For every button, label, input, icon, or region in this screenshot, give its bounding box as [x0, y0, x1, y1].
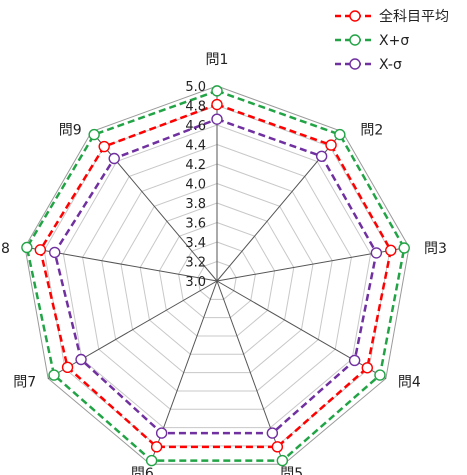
category-labels: 問1 問2 問3 問4 問5 問6 問7 問8 問9: [0, 52, 447, 475]
radial-tick-label: 4.8: [185, 100, 206, 115]
series-line: [53, 117, 378, 435]
legend-label: X-σ: [379, 57, 402, 73]
data-point: [385, 244, 397, 257]
legend-marker: [349, 58, 361, 70]
data-point: [374, 369, 386, 381]
data-point: [276, 454, 289, 467]
data-point: [370, 247, 383, 259]
data-point: [348, 354, 361, 367]
category-label: 問8: [0, 241, 10, 257]
grid-ring: [197, 260, 237, 300]
legend-item: 全科目平均: [335, 8, 449, 25]
radial-tick-label: 4.4: [185, 139, 206, 154]
legend-label: 全科目平均: [379, 8, 449, 25]
data-point: [325, 139, 337, 151]
radial-tick-label: 4.0: [185, 178, 206, 193]
data-point: [398, 242, 410, 254]
radial-tick-label: 3.2: [185, 256, 206, 271]
legend: 全科目平均 X+σ X-σ: [335, 8, 449, 73]
radial-tick-label: 3.6: [185, 217, 206, 232]
radial-tick-label: 5.0: [185, 80, 206, 95]
radial-tick-labels: 3.0 3.2 3.4 3.6 3.8 4.0 4.2 4.4 4.6 4.8 5.0: [185, 80, 206, 290]
grid-ring: [158, 221, 276, 337]
data-point: [98, 140, 110, 153]
grid-ring: [24, 85, 410, 465]
grid-ring: [120, 182, 314, 374]
series-1: [21, 85, 410, 467]
grid-ring: [101, 163, 333, 392]
legend-marker: [349, 34, 361, 46]
data-point: [75, 353, 87, 366]
series-line: [38, 103, 393, 449]
data-point: [61, 361, 74, 373]
grid-ring: [139, 202, 295, 355]
radar-series: [21, 85, 410, 467]
data-point: [108, 152, 120, 165]
data-point: [211, 85, 223, 97]
legend-label: X+σ: [379, 33, 409, 49]
data-point: [48, 369, 60, 381]
grid-ring: [178, 241, 256, 319]
series-0: [34, 98, 397, 453]
category-label: 問3: [424, 241, 447, 257]
data-point: [211, 113, 223, 125]
data-point: [315, 150, 328, 162]
radial-tick-label: 3.4: [185, 236, 206, 251]
data-point: [145, 454, 158, 467]
category-label: 問5: [280, 466, 303, 475]
category-label: 問2: [360, 123, 383, 139]
category-label: 問1: [206, 52, 229, 68]
category-label: 問6: [131, 466, 154, 475]
grid-ring: [82, 143, 352, 410]
radial-tick-label: 3.0: [185, 275, 206, 290]
series-2: [49, 113, 383, 439]
data-point: [155, 427, 168, 439]
data-point: [361, 362, 373, 374]
data-point: [271, 441, 284, 453]
category-label: 問4: [398, 375, 421, 391]
series-line: [25, 89, 406, 462]
data-point: [49, 246, 61, 259]
data-point: [21, 241, 33, 254]
grid-ring: [62, 124, 372, 429]
data-point: [34, 244, 47, 256]
data-point: [334, 128, 346, 141]
data-point: [266, 427, 279, 439]
axis-spoke: [47, 280, 218, 379]
data-point: [88, 128, 100, 141]
category-label: 問9: [59, 123, 82, 139]
radial-tick-label: 4.6: [185, 119, 206, 134]
data-point: [211, 98, 223, 111]
legend-item: X+σ: [335, 33, 409, 49]
legend-item: X-σ: [335, 57, 402, 73]
radial-tick-label: 4.2: [185, 158, 206, 173]
radial-tick-label: 3.8: [185, 197, 206, 212]
data-point: [150, 441, 163, 453]
category-label: 問7: [13, 375, 36, 391]
legend-marker: [349, 10, 361, 22]
